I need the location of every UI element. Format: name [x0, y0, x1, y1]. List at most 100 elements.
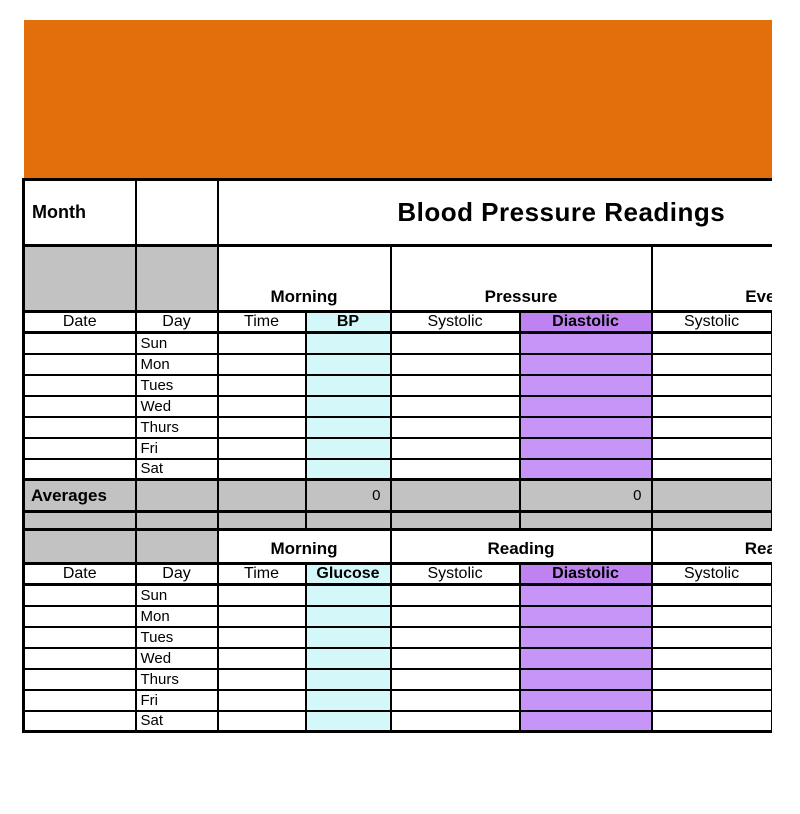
systolic-input-cell[interactable] — [389, 352, 521, 376]
diastolic-input-cell[interactable] — [518, 583, 653, 607]
time-input-cell[interactable] — [216, 415, 307, 439]
date-input-cell[interactable] — [22, 373, 137, 397]
diastolic-input-cell[interactable] — [518, 625, 653, 649]
time-input-cell[interactable] — [216, 373, 307, 397]
glucose-input-cell[interactable] — [304, 688, 392, 712]
date-input-cell[interactable] — [22, 457, 137, 481]
bp-input-cell[interactable] — [304, 331, 392, 355]
diastolic-input-cell[interactable] — [518, 604, 653, 628]
time-input-cell[interactable] — [216, 457, 307, 481]
systolic-input-cell[interactable] — [389, 646, 521, 670]
glucose-input-cell[interactable] — [304, 583, 392, 607]
glucose-input-cell[interactable] — [304, 667, 392, 691]
systolic-evening-input-cell[interactable] — [650, 415, 772, 439]
time-input-cell[interactable] — [216, 625, 307, 649]
day-label: Fri — [134, 688, 219, 712]
systolic-evening-input-cell[interactable] — [650, 436, 772, 460]
systolic-evening-input-cell[interactable] — [650, 457, 772, 481]
systolic-input-cell[interactable] — [389, 709, 521, 733]
date-input-cell[interactable] — [22, 436, 137, 460]
time-input-cell[interactable] — [216, 667, 307, 691]
systolic-input-cell[interactable] — [389, 688, 521, 712]
diastolic-input-cell[interactable] — [518, 331, 653, 355]
table-row: Sun — [22, 331, 772, 355]
bp-input-cell[interactable] — [304, 457, 392, 481]
systolic-evening-input-cell[interactable] — [650, 688, 772, 712]
date-input-cell[interactable] — [22, 331, 137, 355]
glucose-input-cell[interactable] — [304, 709, 392, 733]
date-input-cell[interactable] — [22, 625, 137, 649]
systolic-evening-input-cell[interactable] — [650, 625, 772, 649]
time-input-cell[interactable] — [216, 331, 307, 355]
systolic-evening-input-cell[interactable] — [650, 373, 772, 397]
day-label: Tues — [134, 373, 219, 397]
bp-input-cell[interactable] — [304, 373, 392, 397]
clipped-cell — [770, 604, 772, 628]
date-input-cell[interactable] — [22, 667, 137, 691]
systolic-evening-input-cell[interactable] — [650, 646, 772, 670]
gray-cell — [770, 478, 772, 513]
diastolic-input-cell[interactable] — [518, 394, 653, 418]
systolic-input-cell[interactable] — [389, 415, 521, 439]
systolic-input-cell[interactable] — [389, 604, 521, 628]
col-header-clipped — [770, 310, 772, 334]
date-input-cell[interactable] — [22, 352, 137, 376]
systolic-input-cell[interactable] — [389, 436, 521, 460]
col-header-glucose: Glucose — [304, 562, 392, 586]
diastolic-input-cell[interactable] — [518, 667, 653, 691]
systolic-input-cell[interactable] — [389, 457, 521, 481]
date-input-cell[interactable] — [22, 646, 137, 670]
glucose-input-cell[interactable] — [304, 604, 392, 628]
time-input-cell[interactable] — [216, 604, 307, 628]
bp-input-cell[interactable] — [304, 352, 392, 376]
systolic-evening-input-cell[interactable] — [650, 394, 772, 418]
diastolic-input-cell[interactable] — [518, 436, 653, 460]
time-input-cell[interactable] — [216, 352, 307, 376]
bp-input-cell[interactable] — [304, 415, 392, 439]
systolic-evening-input-cell[interactable] — [650, 709, 772, 733]
systolic-evening-input-cell[interactable] — [650, 583, 772, 607]
col-header-time: Time — [216, 310, 307, 334]
bp-input-cell[interactable] — [304, 394, 392, 418]
clipped-cell — [770, 436, 772, 460]
time-input-cell[interactable] — [216, 394, 307, 418]
glucose-input-cell[interactable] — [304, 646, 392, 670]
time-input-cell[interactable] — [216, 583, 307, 607]
time-input-cell[interactable] — [216, 688, 307, 712]
glucose-input-cell[interactable] — [304, 625, 392, 649]
systolic-input-cell[interactable] — [389, 583, 521, 607]
systolic-input-cell[interactable] — [389, 625, 521, 649]
diastolic-input-cell[interactable] — [518, 709, 653, 733]
col-header-systolic-evening: Systolic — [650, 310, 772, 334]
systolic-evening-input-cell[interactable] — [650, 352, 772, 376]
systolic-input-cell[interactable] — [389, 394, 521, 418]
time-input-cell[interactable] — [216, 436, 307, 460]
diastolic-input-cell[interactable] — [518, 373, 653, 397]
systolic-evening-input-cell[interactable] — [650, 667, 772, 691]
bp-input-cell[interactable] — [304, 436, 392, 460]
date-input-cell[interactable] — [22, 709, 137, 733]
systolic-input-cell[interactable] — [389, 667, 521, 691]
spacer-cell — [518, 510, 653, 531]
systolic-evening-input-cell[interactable] — [650, 604, 772, 628]
col-header-diastolic: Diastolic — [518, 310, 653, 334]
diastolic-input-cell[interactable] — [518, 457, 653, 481]
table-row: Sat — [22, 457, 772, 481]
systolic-input-cell[interactable] — [389, 373, 521, 397]
date-input-cell[interactable] — [22, 583, 137, 607]
systolic-evening-input-cell[interactable] — [650, 331, 772, 355]
diastolic-input-cell[interactable] — [518, 415, 653, 439]
date-input-cell[interactable] — [22, 415, 137, 439]
time-input-cell[interactable] — [216, 646, 307, 670]
time-input-cell[interactable] — [216, 709, 307, 733]
diastolic-input-cell[interactable] — [518, 352, 653, 376]
gray-cell — [216, 478, 307, 513]
col-header-diastolic: Diastolic — [518, 562, 653, 586]
diastolic-input-cell[interactable] — [518, 688, 653, 712]
date-input-cell[interactable] — [22, 394, 137, 418]
systolic-input-cell[interactable] — [389, 331, 521, 355]
date-input-cell[interactable] — [22, 604, 137, 628]
month-input-cell[interactable] — [134, 178, 219, 247]
diastolic-input-cell[interactable] — [518, 646, 653, 670]
date-input-cell[interactable] — [22, 688, 137, 712]
